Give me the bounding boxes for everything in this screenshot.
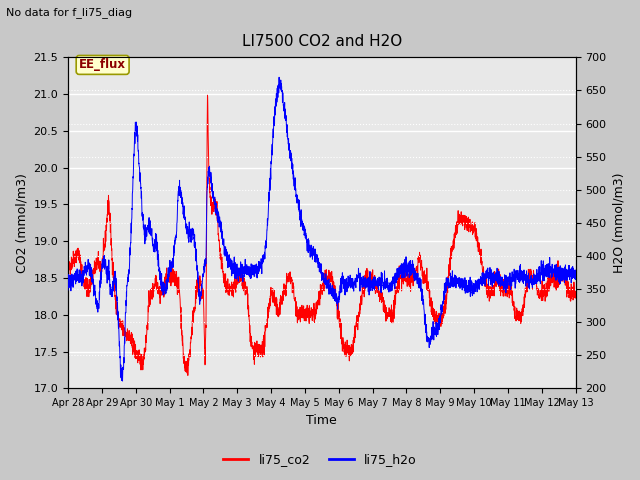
Y-axis label: H2O (mmol/m3): H2O (mmol/m3) [612, 173, 625, 273]
X-axis label: Time: Time [307, 414, 337, 427]
Text: EE_flux: EE_flux [79, 59, 126, 72]
Y-axis label: CO2 (mmol/m3): CO2 (mmol/m3) [15, 173, 28, 273]
Title: LI7500 CO2 and H2O: LI7500 CO2 and H2O [242, 34, 402, 49]
Legend: li75_co2, li75_h2o: li75_co2, li75_h2o [218, 448, 422, 471]
Text: No data for f_li75_diag: No data for f_li75_diag [6, 7, 132, 18]
